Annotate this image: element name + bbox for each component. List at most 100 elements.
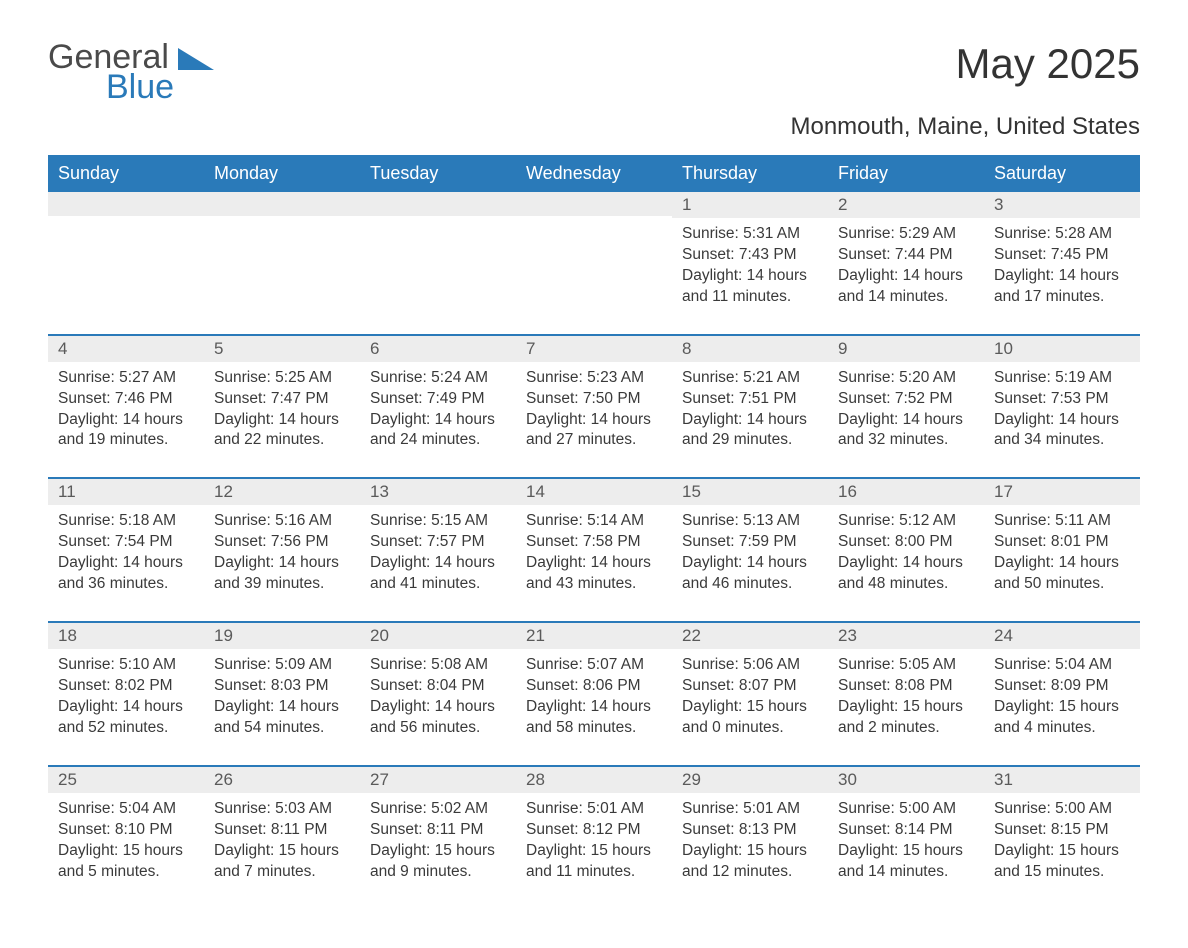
- sunrise-line: Sunrise: 5:05 AM: [838, 655, 974, 676]
- day-body: Sunrise: 5:20 AMSunset: 7:52 PMDaylight:…: [828, 362, 984, 478]
- day-number: 15: [672, 479, 828, 505]
- weekday-header: Tuesday: [360, 155, 516, 192]
- weekday-header: Monday: [204, 155, 360, 192]
- calendar-cell: 14Sunrise: 5:14 AMSunset: 7:58 PMDayligh…: [516, 478, 672, 622]
- daylight-line: Daylight: 15 hours and 12 minutes.: [682, 841, 818, 883]
- sunrise-line: Sunrise: 5:09 AM: [214, 655, 350, 676]
- sunrise-line: Sunrise: 5:25 AM: [214, 368, 350, 389]
- day-body: Sunrise: 5:15 AMSunset: 7:57 PMDaylight:…: [360, 505, 516, 621]
- day-number: 7: [516, 336, 672, 362]
- daylight-line: Daylight: 15 hours and 11 minutes.: [526, 841, 662, 883]
- day-number: 9: [828, 336, 984, 362]
- day-body-empty: [48, 216, 204, 324]
- sunset-line: Sunset: 7:57 PM: [370, 532, 506, 553]
- sunset-line: Sunset: 8:10 PM: [58, 820, 194, 841]
- calendar-cell: 16Sunrise: 5:12 AMSunset: 8:00 PMDayligh…: [828, 478, 984, 622]
- day-number: 11: [48, 479, 204, 505]
- calendar-cell: 19Sunrise: 5:09 AMSunset: 8:03 PMDayligh…: [204, 622, 360, 766]
- sunrise-line: Sunrise: 5:29 AM: [838, 224, 974, 245]
- daylight-line: Daylight: 14 hours and 11 minutes.: [682, 266, 818, 308]
- sunset-line: Sunset: 7:53 PM: [994, 389, 1130, 410]
- calendar-cell: 21Sunrise: 5:07 AMSunset: 8:06 PMDayligh…: [516, 622, 672, 766]
- day-number: 14: [516, 479, 672, 505]
- calendar-row: 18Sunrise: 5:10 AMSunset: 8:02 PMDayligh…: [48, 622, 1140, 766]
- day-number-empty: [516, 192, 672, 216]
- calendar-cell: 6Sunrise: 5:24 AMSunset: 7:49 PMDaylight…: [360, 335, 516, 479]
- day-number: 3: [984, 192, 1140, 218]
- calendar-cell: 12Sunrise: 5:16 AMSunset: 7:56 PMDayligh…: [204, 478, 360, 622]
- day-number: 5: [204, 336, 360, 362]
- sunrise-line: Sunrise: 5:28 AM: [994, 224, 1130, 245]
- sunset-line: Sunset: 7:54 PM: [58, 532, 194, 553]
- weekday-header-row: SundayMondayTuesdayWednesdayThursdayFrid…: [48, 155, 1140, 192]
- brand-triangle-icon: [178, 48, 214, 70]
- day-number: 23: [828, 623, 984, 649]
- daylight-line: Daylight: 15 hours and 0 minutes.: [682, 697, 818, 739]
- sunset-line: Sunset: 8:11 PM: [370, 820, 506, 841]
- day-number: 18: [48, 623, 204, 649]
- sunset-line: Sunset: 7:56 PM: [214, 532, 350, 553]
- sunrise-line: Sunrise: 5:06 AM: [682, 655, 818, 676]
- day-number: 8: [672, 336, 828, 362]
- day-number: 6: [360, 336, 516, 362]
- day-body: Sunrise: 5:00 AMSunset: 8:15 PMDaylight:…: [984, 793, 1140, 909]
- day-body: Sunrise: 5:06 AMSunset: 8:07 PMDaylight:…: [672, 649, 828, 765]
- sunset-line: Sunset: 7:52 PM: [838, 389, 974, 410]
- sunrise-line: Sunrise: 5:01 AM: [526, 799, 662, 820]
- day-body: Sunrise: 5:04 AMSunset: 8:10 PMDaylight:…: [48, 793, 204, 909]
- calendar-cell: 4Sunrise: 5:27 AMSunset: 7:46 PMDaylight…: [48, 335, 204, 479]
- calendar-cell: 5Sunrise: 5:25 AMSunset: 7:47 PMDaylight…: [204, 335, 360, 479]
- sunset-line: Sunset: 8:07 PM: [682, 676, 818, 697]
- calendar-row: 11Sunrise: 5:18 AMSunset: 7:54 PMDayligh…: [48, 478, 1140, 622]
- day-body: Sunrise: 5:25 AMSunset: 7:47 PMDaylight:…: [204, 362, 360, 478]
- day-body: Sunrise: 5:02 AMSunset: 8:11 PMDaylight:…: [360, 793, 516, 909]
- day-number: 27: [360, 767, 516, 793]
- sunset-line: Sunset: 7:43 PM: [682, 245, 818, 266]
- sunset-line: Sunset: 8:14 PM: [838, 820, 974, 841]
- calendar-cell: [204, 192, 360, 335]
- daylight-line: Daylight: 14 hours and 52 minutes.: [58, 697, 194, 739]
- daylight-line: Daylight: 14 hours and 58 minutes.: [526, 697, 662, 739]
- sunrise-line: Sunrise: 5:27 AM: [58, 368, 194, 389]
- sunrise-line: Sunrise: 5:01 AM: [682, 799, 818, 820]
- calendar-cell: 17Sunrise: 5:11 AMSunset: 8:01 PMDayligh…: [984, 478, 1140, 622]
- calendar-table: SundayMondayTuesdayWednesdayThursdayFrid…: [48, 155, 1140, 908]
- day-number: 4: [48, 336, 204, 362]
- daylight-line: Daylight: 14 hours and 50 minutes.: [994, 553, 1130, 595]
- calendar-cell: 10Sunrise: 5:19 AMSunset: 7:53 PMDayligh…: [984, 335, 1140, 479]
- daylight-line: Daylight: 14 hours and 14 minutes.: [838, 266, 974, 308]
- day-body: Sunrise: 5:19 AMSunset: 7:53 PMDaylight:…: [984, 362, 1140, 478]
- day-body-empty: [204, 216, 360, 324]
- calendar-cell: 25Sunrise: 5:04 AMSunset: 8:10 PMDayligh…: [48, 766, 204, 909]
- day-number-empty: [204, 192, 360, 216]
- day-body: Sunrise: 5:08 AMSunset: 8:04 PMDaylight:…: [360, 649, 516, 765]
- sunset-line: Sunset: 8:13 PM: [682, 820, 818, 841]
- sunrise-line: Sunrise: 5:11 AM: [994, 511, 1130, 532]
- day-body: Sunrise: 5:27 AMSunset: 7:46 PMDaylight:…: [48, 362, 204, 478]
- weekday-header: Thursday: [672, 155, 828, 192]
- calendar-cell: 11Sunrise: 5:18 AMSunset: 7:54 PMDayligh…: [48, 478, 204, 622]
- day-body: Sunrise: 5:21 AMSunset: 7:51 PMDaylight:…: [672, 362, 828, 478]
- sunrise-line: Sunrise: 5:14 AM: [526, 511, 662, 532]
- day-body: Sunrise: 5:09 AMSunset: 8:03 PMDaylight:…: [204, 649, 360, 765]
- sunrise-line: Sunrise: 5:15 AM: [370, 511, 506, 532]
- day-number: 2: [828, 192, 984, 218]
- day-body: Sunrise: 5:23 AMSunset: 7:50 PMDaylight:…: [516, 362, 672, 478]
- weekday-header: Friday: [828, 155, 984, 192]
- sunrise-line: Sunrise: 5:08 AM: [370, 655, 506, 676]
- day-number: 21: [516, 623, 672, 649]
- day-number: 13: [360, 479, 516, 505]
- calendar-cell: 20Sunrise: 5:08 AMSunset: 8:04 PMDayligh…: [360, 622, 516, 766]
- sunset-line: Sunset: 7:49 PM: [370, 389, 506, 410]
- sunset-line: Sunset: 7:51 PM: [682, 389, 818, 410]
- daylight-line: Daylight: 14 hours and 19 minutes.: [58, 410, 194, 452]
- calendar-cell: 9Sunrise: 5:20 AMSunset: 7:52 PMDaylight…: [828, 335, 984, 479]
- daylight-line: Daylight: 15 hours and 4 minutes.: [994, 697, 1130, 739]
- day-body: Sunrise: 5:05 AMSunset: 8:08 PMDaylight:…: [828, 649, 984, 765]
- day-body: Sunrise: 5:03 AMSunset: 8:11 PMDaylight:…: [204, 793, 360, 909]
- daylight-line: Daylight: 15 hours and 7 minutes.: [214, 841, 350, 883]
- calendar-cell: 27Sunrise: 5:02 AMSunset: 8:11 PMDayligh…: [360, 766, 516, 909]
- page-title: May 2025: [956, 40, 1140, 88]
- day-number: 22: [672, 623, 828, 649]
- calendar-cell: 2Sunrise: 5:29 AMSunset: 7:44 PMDaylight…: [828, 192, 984, 335]
